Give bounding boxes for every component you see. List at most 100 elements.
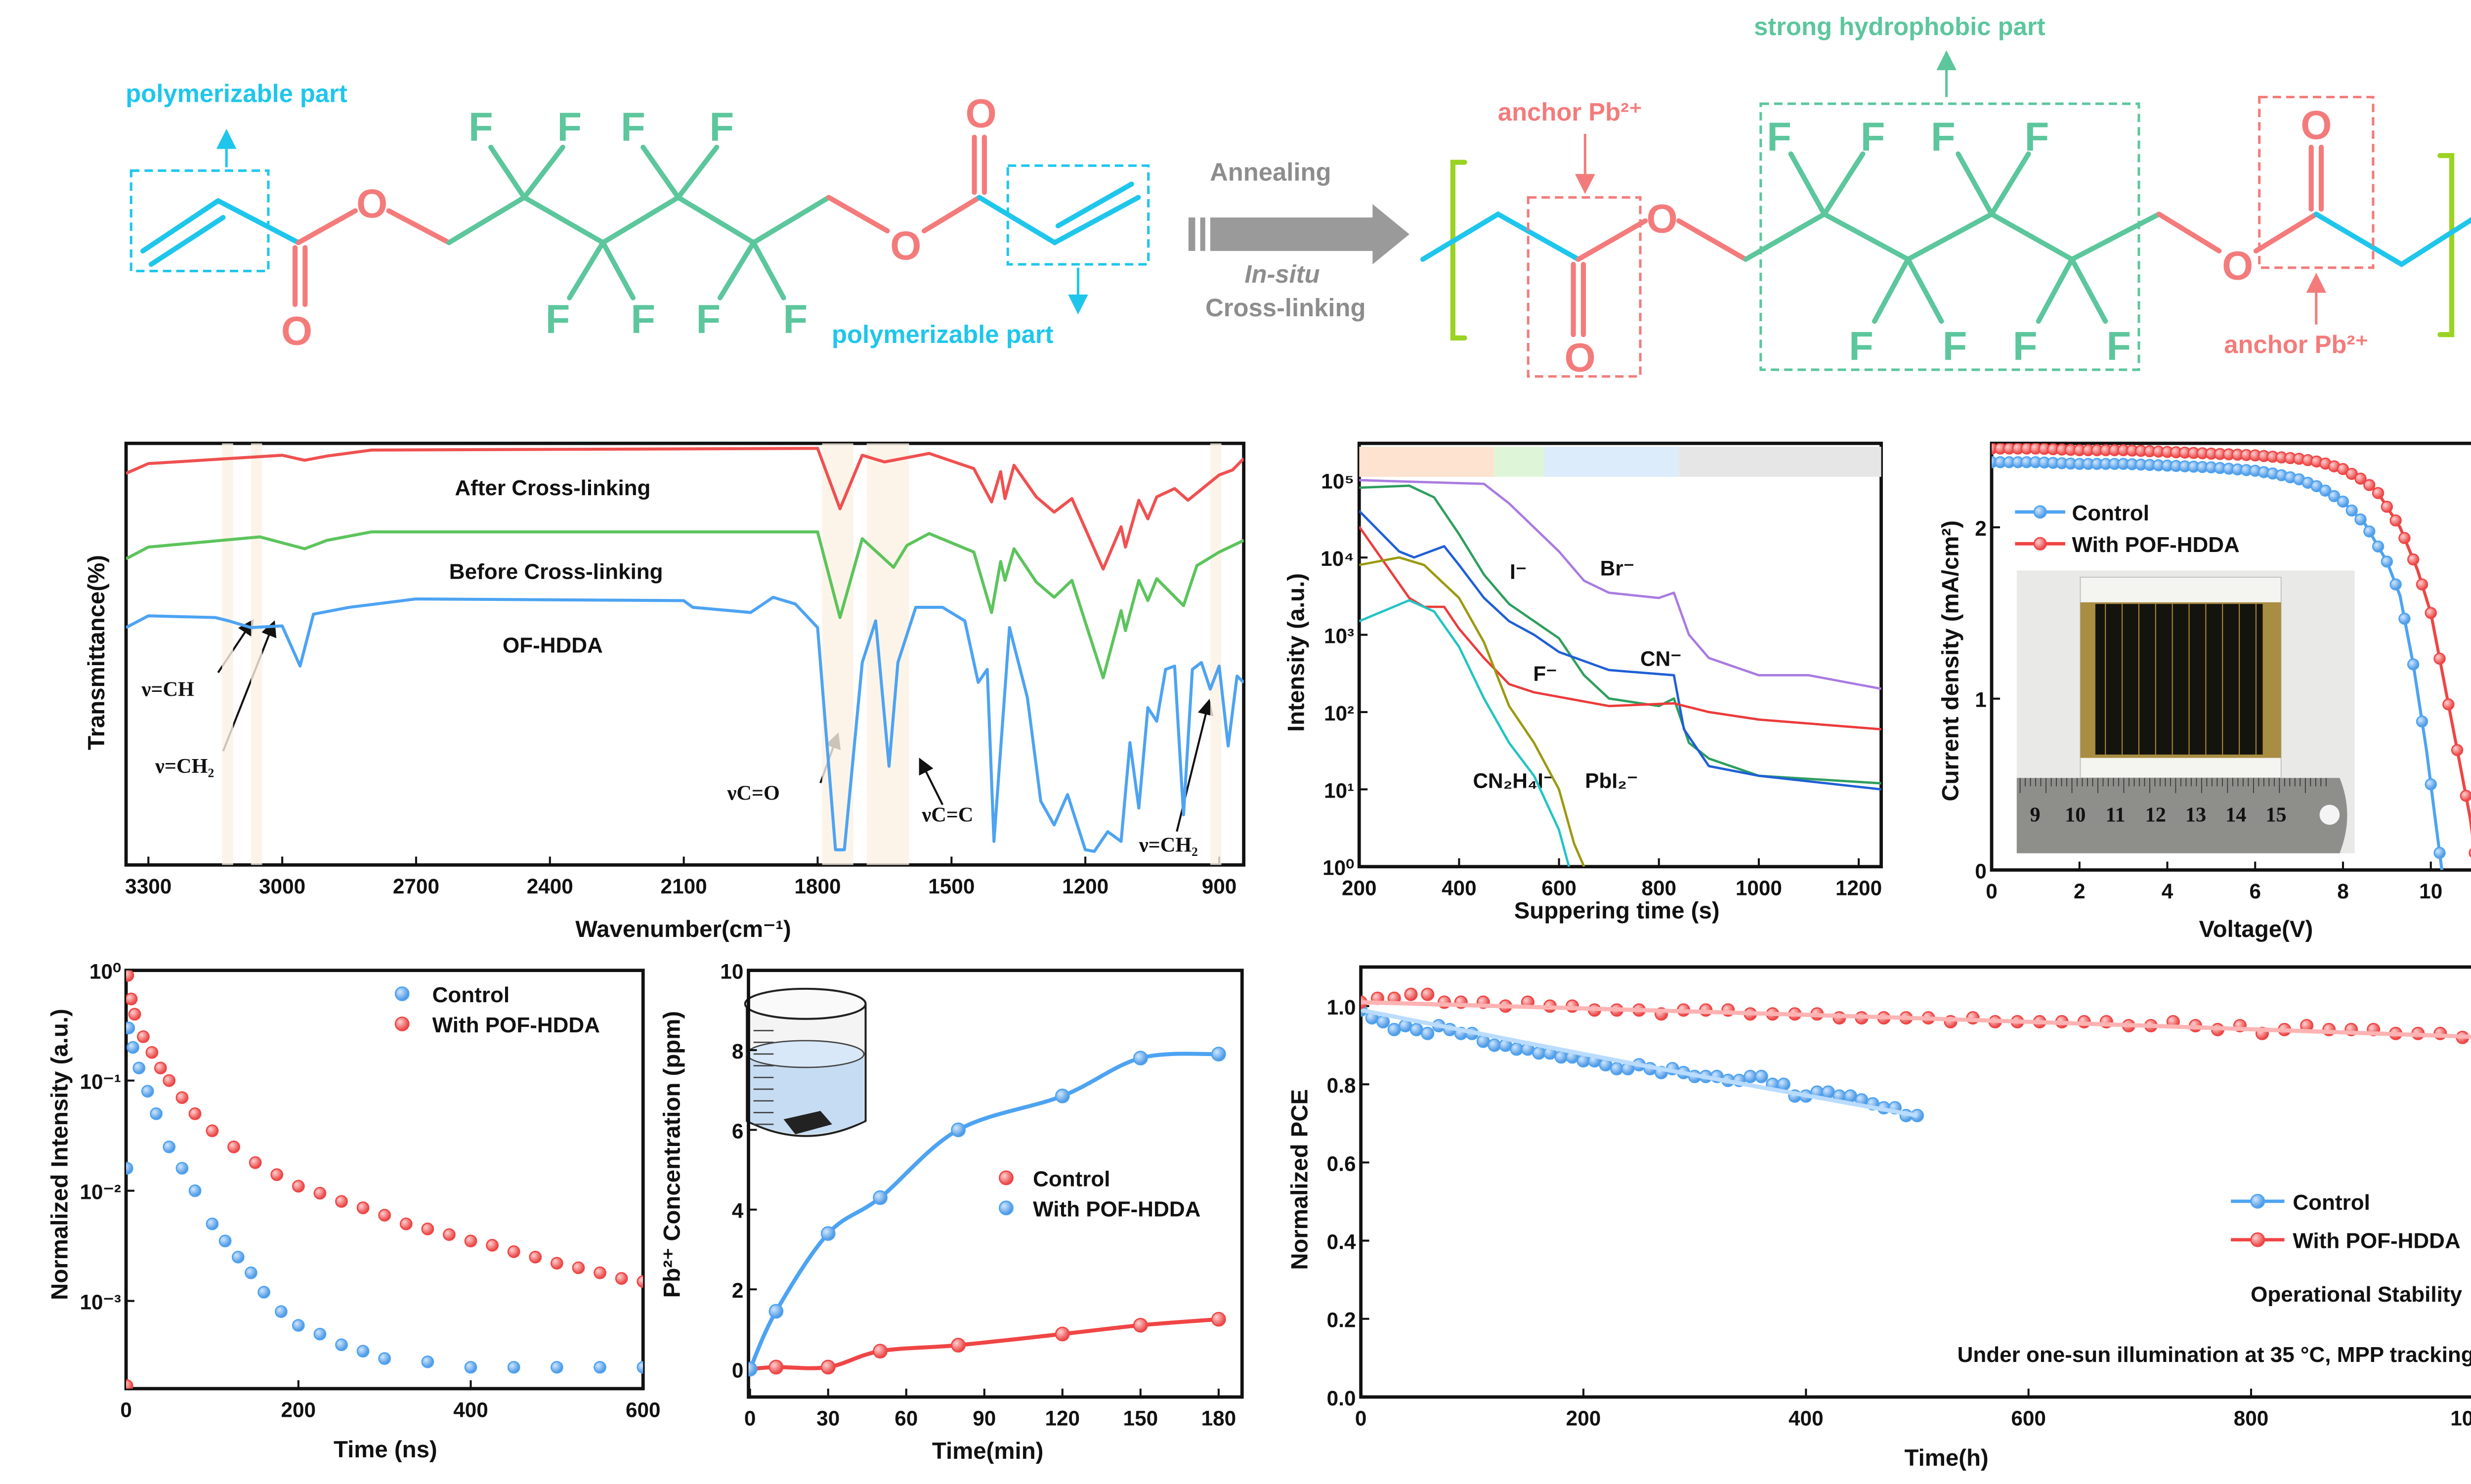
- ftir-series-line: [126, 530, 1244, 679]
- data-point: [486, 1239, 499, 1252]
- plot-frame: [124, 441, 1246, 867]
- x-axis-label: Time(min): [932, 1438, 1044, 1464]
- data-point: [145, 1046, 159, 1059]
- legend-label: Control: [2072, 501, 2149, 525]
- data-point: [2328, 490, 2341, 503]
- annealing-arrow-icon: [1188, 204, 1409, 264]
- x-tick-label: 1800: [794, 875, 841, 898]
- data-point: [356, 1201, 370, 1214]
- polymerizable-box: [1006, 164, 1150, 266]
- y-tick-label: 10¹: [1324, 779, 1354, 802]
- fluorine-atom: F: [1943, 324, 1967, 369]
- y-tick-label: 10⁴: [1321, 547, 1354, 570]
- fluorine-atom: F: [2025, 115, 2049, 160]
- data-point: [126, 970, 134, 982]
- data-point: [951, 1338, 966, 1353]
- hydrophobic-label: strong hydrophobic part: [1754, 12, 2045, 41]
- data-point: [394, 986, 410, 1001]
- data-point: [1133, 1051, 1148, 1066]
- y-axis-label: Normalized Intensity (a.u.): [47, 1009, 73, 1300]
- x-tick-label: 800: [1641, 876, 1676, 899]
- x-tick-label: 400: [453, 1399, 488, 1422]
- layer-band: [1544, 446, 1679, 477]
- data-point: [2425, 607, 2437, 619]
- ftir-chart: After Cross-linking Before Cross-linking O…: [84, 441, 1246, 942]
- data-point: [206, 1124, 219, 1138]
- data-point: [873, 1344, 888, 1359]
- x-tick-label: 2400: [527, 875, 573, 898]
- x-tick-label: 200: [1342, 876, 1377, 899]
- data-point: [507, 1360, 520, 1374]
- data-point: [126, 1162, 133, 1175]
- x-tick-label: 1000: [1736, 876, 1782, 899]
- ruler-hole: [2319, 805, 2340, 825]
- y-tick-label: 0: [1975, 859, 1987, 883]
- series-label: PbI₂⁻: [1585, 769, 1638, 793]
- data-point: [551, 1257, 563, 1270]
- y-tick-label: 10⁰: [89, 960, 121, 983]
- series-label: CN⁻: [1640, 647, 1681, 670]
- data-point: [637, 1275, 643, 1288]
- data-point: [768, 1304, 784, 1319]
- x-tick-label: 3000: [259, 875, 305, 898]
- x-tick-label: 4: [2162, 880, 2173, 903]
- reaction-scheme: F F F F F F F F O O O O polymerizable pa…: [126, 12, 2471, 381]
- x-tick-label: 400: [1442, 876, 1477, 899]
- ruler-number: 10: [2065, 803, 2086, 826]
- data-point: [2381, 501, 2393, 513]
- fluorine-atom: F: [783, 297, 808, 342]
- data-point: [1055, 1088, 1070, 1103]
- data-point: [126, 1021, 135, 1035]
- trpl-chart: Control With POF-HDDA 0 200 400 600 10⁰ 10⁻¹ 10⁻…: [47, 960, 661, 1463]
- y-tick-label: 1: [1975, 688, 1987, 712]
- data-point: [873, 1190, 888, 1205]
- y-tick-label: 8: [732, 1040, 744, 1063]
- data-point: [2363, 525, 2376, 538]
- ruler-number: 14: [2225, 803, 2246, 826]
- data-point: [1133, 1317, 1148, 1333]
- y-axis-label: Pb²⁺ Concentration (ppm): [659, 1011, 685, 1298]
- data-point: [2319, 484, 2332, 497]
- anchor-box: [2258, 95, 2375, 269]
- data-point: [2389, 514, 2402, 527]
- annotation-title: Operational Stability: [2251, 1282, 2462, 1307]
- data-point: [2442, 698, 2455, 711]
- peak-annotation: ν=CH: [141, 678, 195, 701]
- in-situ-label: In-situ: [1244, 260, 1320, 288]
- data-point: [820, 1226, 836, 1241]
- sims-series-line: [1359, 599, 1571, 867]
- y-tick-label: 2: [1975, 517, 1987, 540]
- x-axis-label: Time(h): [1904, 1445, 1988, 1471]
- x-tick-label: 10: [2419, 880, 2442, 903]
- x-tick-label: 600: [2011, 1407, 2046, 1430]
- y-tick-label: 10: [720, 960, 743, 983]
- data-point: [126, 1379, 133, 1389]
- fluorine-atom: F: [469, 104, 493, 149]
- series-label: Br⁻: [1600, 557, 1634, 580]
- plot-area: [1992, 443, 2471, 870]
- y-tick-label: 10³: [1324, 624, 1354, 647]
- y-tick-label: 10⁻³: [80, 1290, 121, 1314]
- x-tick-label: 0: [1986, 880, 1998, 903]
- data-point: [1488, 1038, 1501, 1052]
- layer-band: [1494, 446, 1544, 477]
- x-tick-label: 3300: [125, 875, 171, 898]
- series-label: CN₂H₄I⁻: [1473, 769, 1554, 793]
- data-point: [188, 1107, 202, 1120]
- legend-label: Control: [2293, 1190, 2370, 1215]
- data-point: [1510, 1042, 1524, 1056]
- plot-area: [1359, 446, 1881, 867]
- data-point: [1744, 1069, 1757, 1083]
- x-tick-label: 2100: [661, 875, 707, 898]
- data-point: [2363, 479, 2376, 491]
- x-axis-label: Wavenumber(cm⁻¹): [575, 916, 791, 942]
- x-tick-label: 2700: [393, 875, 439, 898]
- data-point: [1843, 1089, 1857, 1103]
- highlight-band: [251, 443, 262, 865]
- y-axis-label: Normalized PCE: [1286, 1089, 1313, 1270]
- polymerizable-label: polymerizable part: [832, 320, 1054, 348]
- plot-frame: [1357, 441, 1883, 869]
- y-tick-label: 0.0: [1327, 1387, 1356, 1410]
- data-point: [464, 1360, 477, 1374]
- data-point: [2033, 537, 2047, 551]
